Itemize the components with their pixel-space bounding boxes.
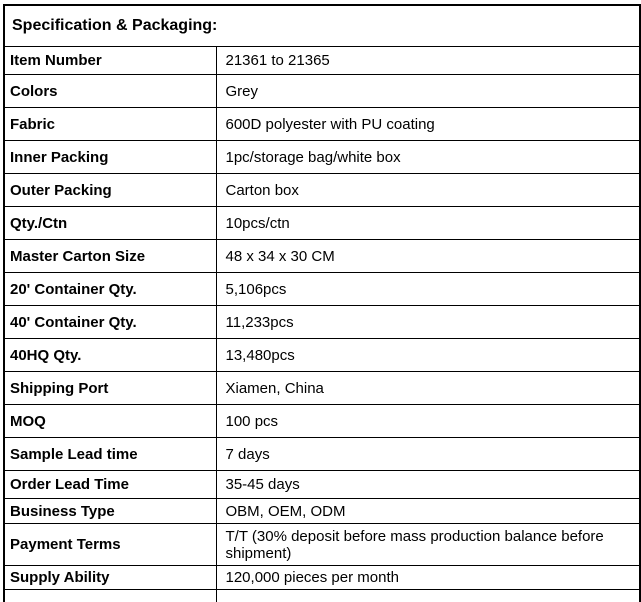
row-value: T/T (30% deposit before mass production … bbox=[216, 524, 640, 566]
table-row: Inner Packing 1pc/storage bag/white box bbox=[4, 141, 640, 174]
row-label: Supply Ability bbox=[4, 566, 216, 590]
row-label: Fabric bbox=[4, 108, 216, 141]
row-label: Sample Lead time bbox=[4, 438, 216, 471]
row-value: 11,233pcs bbox=[216, 306, 640, 339]
row-label: Order Lead Time bbox=[4, 471, 216, 499]
row-label: Outer Packing bbox=[4, 174, 216, 207]
row-value: 35-45 days bbox=[216, 471, 640, 499]
row-value: Carton box bbox=[216, 174, 640, 207]
table-row: Sample Lead time 7 days bbox=[4, 438, 640, 471]
row-label: Inner Packing bbox=[4, 141, 216, 174]
row-value: 7 days bbox=[216, 438, 640, 471]
table-row: Payment Terms T/T (30% deposit before ma… bbox=[4, 524, 640, 566]
table-row: Business Type OBM, OEM, ODM bbox=[4, 499, 640, 524]
row-label: Item Number bbox=[4, 47, 216, 75]
table-title: Specification & Packaging: bbox=[4, 5, 640, 47]
table-row: Colors Grey bbox=[4, 75, 640, 108]
row-label: Qty./Ctn bbox=[4, 207, 216, 240]
row-value: Xiamen, China bbox=[216, 372, 640, 405]
row-label: 40' Container Qty. bbox=[4, 306, 216, 339]
row-value: 48 x 34 x 30 CM bbox=[216, 240, 640, 273]
table-row: Item Number 21361 to 21365 bbox=[4, 47, 640, 75]
table-row: 40HQ Qty. 13,480pcs bbox=[4, 339, 640, 372]
row-value: 100 pcs bbox=[216, 405, 640, 438]
row-value: 600D polyester with PU coating bbox=[216, 108, 640, 141]
row-value: 5,106pcs bbox=[216, 273, 640, 306]
row-label: Master Carton Size bbox=[4, 240, 216, 273]
table-row: Outer Packing Carton box bbox=[4, 174, 640, 207]
row-label: Payment Terms bbox=[4, 524, 216, 566]
specification-table: Specification & Packaging: Item Number 2… bbox=[3, 4, 641, 602]
table-row: Qty./Ctn 10pcs/ctn bbox=[4, 207, 640, 240]
row-value: 1pc/storage bag/white box bbox=[216, 141, 640, 174]
row-label: 20' Container Qty. bbox=[4, 273, 216, 306]
row-value: 120,000 pieces per month bbox=[216, 566, 640, 590]
row-label: Business Type bbox=[4, 499, 216, 524]
row-label: 40HQ Qty. bbox=[4, 339, 216, 372]
row-value: 13,480pcs bbox=[216, 339, 640, 372]
table-row: 40' Container Qty. 11,233pcs bbox=[4, 306, 640, 339]
row-label: Shipping Port bbox=[4, 372, 216, 405]
row-value: 10pcs/ctn bbox=[216, 207, 640, 240]
table-row: Supply Ability 120,000 pieces per month bbox=[4, 566, 640, 590]
row-value: 21361 to 21365 bbox=[216, 47, 640, 75]
table-row: Order Lead Time 35-45 days bbox=[4, 471, 640, 499]
table-row: 20' Container Qty. 5,106pcs bbox=[4, 273, 640, 306]
title-row: Specification & Packaging: bbox=[4, 5, 640, 47]
table-row: Shipping Port Xiamen, China bbox=[4, 372, 640, 405]
table-row: MOQ 100 pcs bbox=[4, 405, 640, 438]
row-label: MOQ bbox=[4, 405, 216, 438]
table-row: Master Carton Size 48 x 34 x 30 CM bbox=[4, 240, 640, 273]
row-value: OBM, OEM, ODM bbox=[216, 499, 640, 524]
row-label: Colors bbox=[4, 75, 216, 108]
row-value: Grey bbox=[216, 75, 640, 108]
table-row: Fabric 600D polyester with PU coating bbox=[4, 108, 640, 141]
